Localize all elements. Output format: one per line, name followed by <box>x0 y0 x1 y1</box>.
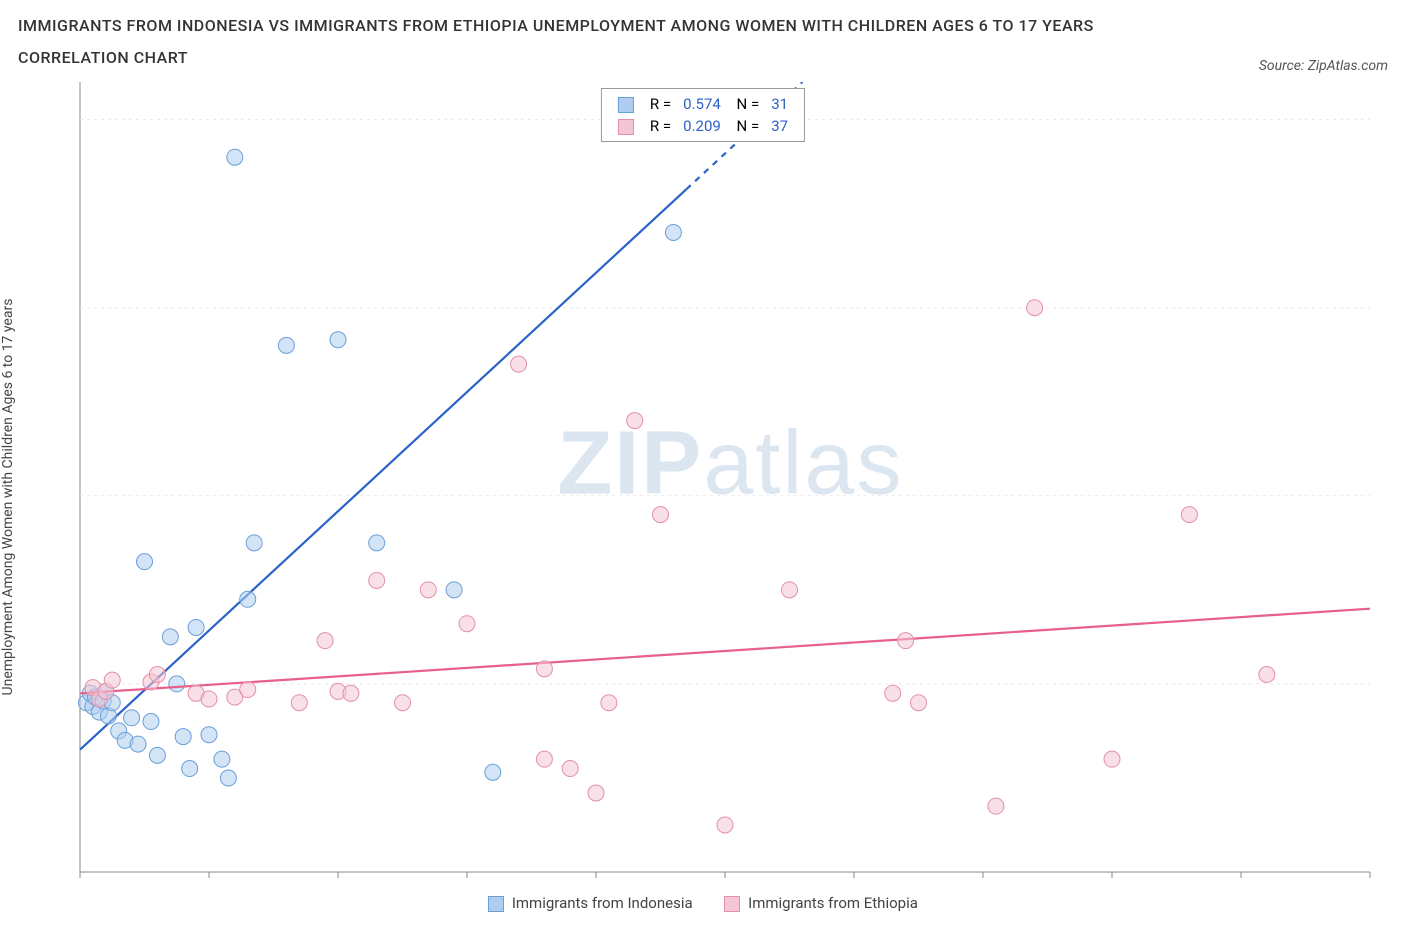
stat-r-series-a: 0.574 <box>677 93 727 115</box>
correlation-stats-box: R = 0.574 N = 31 R = 0.209 N = 37 <box>601 88 805 142</box>
stat-label-n: N = <box>727 115 765 137</box>
stat-label-r: R = <box>644 93 677 115</box>
legend-swatch-b <box>724 896 740 912</box>
y-axis-label: Unemployment Among Women with Children A… <box>0 299 16 696</box>
source-prefix: Source: <box>1259 58 1308 74</box>
stat-label-r: R = <box>644 115 677 137</box>
legend-swatch-a <box>488 896 504 912</box>
legend-label-a: Immigrants from Indonesia <box>512 894 693 912</box>
stats-row-series-a: R = 0.574 N = 31 <box>612 93 794 115</box>
legend-label-b: Immigrants from Ethiopia <box>748 894 918 912</box>
chart-title: IMMIGRANTS FROM INDONESIA VS IMMIGRANTS … <box>18 10 1118 74</box>
legend-item-a: Immigrants from Indonesia <box>488 894 693 912</box>
source-name: ZipAtlas.com <box>1308 58 1388 74</box>
stat-n-series-a: 31 <box>765 93 794 115</box>
stats-row-series-b: R = 0.209 N = 37 <box>612 115 794 137</box>
stat-r-series-b: 0.209 <box>677 115 727 137</box>
stat-label-n: N = <box>727 93 765 115</box>
swatch-series-b <box>618 119 634 135</box>
legend-item-b: Immigrants from Ethiopia <box>724 894 918 912</box>
chart-header: IMMIGRANTS FROM INDONESIA VS IMMIGRANTS … <box>0 0 1406 74</box>
chart-area: Unemployment Among Women with Children A… <box>18 82 1388 912</box>
swatch-series-a <box>618 97 634 113</box>
chart-source: Source: ZipAtlas.com <box>1259 58 1388 74</box>
stat-n-series-b: 37 <box>765 115 794 137</box>
scatter-plot-svg <box>18 82 1388 912</box>
bottom-legend: Immigrants from Indonesia Immigrants fro… <box>18 894 1388 912</box>
